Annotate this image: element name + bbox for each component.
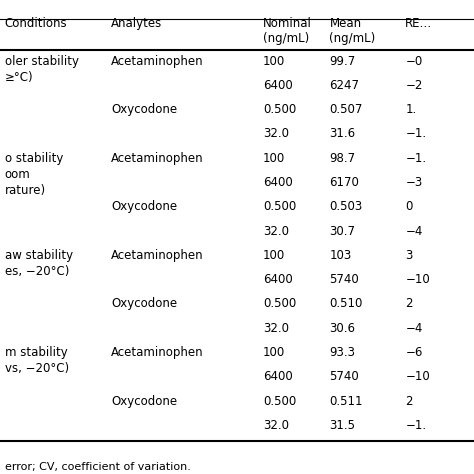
Text: Oxycodone: Oxycodone <box>111 394 178 408</box>
Text: 1.: 1. <box>405 103 417 116</box>
Text: 6400: 6400 <box>263 273 293 286</box>
Text: m stability
vs, −20°C): m stability vs, −20°C) <box>5 346 69 375</box>
Text: 0.511: 0.511 <box>329 394 363 408</box>
Text: Oxycodone: Oxycodone <box>111 103 178 116</box>
Text: −1.: −1. <box>405 152 427 164</box>
Text: 6247: 6247 <box>329 79 359 92</box>
Text: o stability
oom
rature): o stability oom rature) <box>5 152 63 197</box>
Text: Mean
(ng/mL): Mean (ng/mL) <box>329 17 376 45</box>
Text: 0.500: 0.500 <box>263 103 296 116</box>
Text: 0.500: 0.500 <box>263 298 296 310</box>
Text: −1.: −1. <box>405 419 427 432</box>
Text: 0.500: 0.500 <box>263 394 296 408</box>
Text: 0.510: 0.510 <box>329 298 363 310</box>
Text: −10: −10 <box>405 273 430 286</box>
Text: 0.500: 0.500 <box>263 200 296 213</box>
Text: −1.: −1. <box>405 128 427 140</box>
Text: error; CV, coefficient of variation.: error; CV, coefficient of variation. <box>5 462 191 472</box>
Text: 99.7: 99.7 <box>329 55 356 67</box>
Text: 100: 100 <box>263 55 285 67</box>
Text: 5740: 5740 <box>329 370 359 383</box>
Text: 32.0: 32.0 <box>263 322 289 335</box>
Text: Acetaminophen: Acetaminophen <box>111 152 204 164</box>
Text: Acetaminophen: Acetaminophen <box>111 55 204 67</box>
Text: Conditions: Conditions <box>5 17 67 29</box>
Text: 2: 2 <box>405 394 413 408</box>
Text: 100: 100 <box>263 346 285 359</box>
Text: −4: −4 <box>405 322 423 335</box>
Text: 0.503: 0.503 <box>329 200 363 213</box>
Text: Nominal
(ng/mL): Nominal (ng/mL) <box>263 17 312 45</box>
Text: 0.507: 0.507 <box>329 103 363 116</box>
Text: 100: 100 <box>263 152 285 164</box>
Text: 32.0: 32.0 <box>263 128 289 140</box>
Text: 100: 100 <box>263 249 285 262</box>
Text: 6170: 6170 <box>329 176 359 189</box>
Text: 32.0: 32.0 <box>263 419 289 432</box>
Text: 3: 3 <box>405 249 413 262</box>
Text: oler stability
≥°C): oler stability ≥°C) <box>5 55 79 83</box>
Text: 93.3: 93.3 <box>329 346 356 359</box>
Text: 0: 0 <box>405 200 413 213</box>
Text: 32.0: 32.0 <box>263 225 289 237</box>
Text: −0: −0 <box>405 55 422 67</box>
Text: Acetaminophen: Acetaminophen <box>111 249 204 262</box>
Text: 6400: 6400 <box>263 79 293 92</box>
Text: 31.6: 31.6 <box>329 128 356 140</box>
Text: 6400: 6400 <box>263 176 293 189</box>
Text: RE…: RE… <box>405 17 432 29</box>
Text: aw stability
es, −20°C): aw stability es, −20°C) <box>5 249 73 278</box>
Text: Analytes: Analytes <box>111 17 163 29</box>
Text: 103: 103 <box>329 249 352 262</box>
Text: −2: −2 <box>405 79 423 92</box>
Text: −10: −10 <box>405 370 430 383</box>
Text: Oxycodone: Oxycodone <box>111 200 178 213</box>
Text: Oxycodone: Oxycodone <box>111 298 178 310</box>
Text: −6: −6 <box>405 346 423 359</box>
Text: 30.7: 30.7 <box>329 225 356 237</box>
Text: 31.5: 31.5 <box>329 419 356 432</box>
Text: 98.7: 98.7 <box>329 152 356 164</box>
Text: Acetaminophen: Acetaminophen <box>111 346 204 359</box>
Text: 5740: 5740 <box>329 273 359 286</box>
Text: 30.6: 30.6 <box>329 322 356 335</box>
Text: 6400: 6400 <box>263 370 293 383</box>
Text: −3: −3 <box>405 176 422 189</box>
Text: −4: −4 <box>405 225 423 237</box>
Text: 2: 2 <box>405 298 413 310</box>
